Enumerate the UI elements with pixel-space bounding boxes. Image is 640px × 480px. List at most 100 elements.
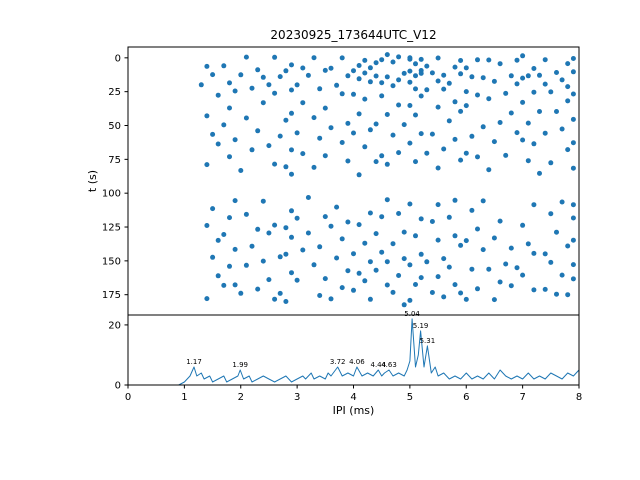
scatter-point <box>458 157 464 163</box>
x-axis-label: IPI (ms) <box>333 404 375 417</box>
y-tick-label: 25 <box>108 87 121 98</box>
y-tick-label: 175 <box>102 290 121 301</box>
scatter-point <box>322 67 328 73</box>
scatter-point <box>559 126 565 132</box>
scatter-point <box>452 233 458 239</box>
scatter-point <box>345 158 351 164</box>
scatter-point <box>435 237 441 243</box>
scatter-point <box>396 211 402 216</box>
scatter-point <box>407 262 413 268</box>
ipi-count-line <box>128 318 580 386</box>
scatter-point <box>463 65 469 71</box>
scatter-point <box>367 259 373 265</box>
scatter-point <box>570 56 576 61</box>
scatter-point <box>300 100 306 106</box>
peak-label: 4.44 <box>371 361 387 369</box>
scatter-point <box>418 216 424 222</box>
scatter-point <box>508 245 514 251</box>
scatter-point <box>334 204 340 210</box>
scatter-point <box>424 87 430 93</box>
scatter-point <box>480 75 486 81</box>
scatter-point <box>480 247 486 253</box>
scatter-point <box>379 93 385 99</box>
scatter-point <box>542 251 548 257</box>
scatter-point <box>486 57 492 63</box>
scatter-point <box>215 141 221 147</box>
scatter-point <box>520 75 526 81</box>
scatter-point <box>418 56 424 62</box>
scatter-point <box>362 144 368 150</box>
scatter-point <box>221 63 227 69</box>
scatter-point <box>441 146 447 152</box>
scatter-plot-area <box>127 46 580 316</box>
scatter-point <box>446 264 452 270</box>
scatter-point <box>294 82 300 88</box>
scatter-point <box>390 241 396 247</box>
scatter-point <box>266 143 272 149</box>
scatter-point <box>322 214 328 220</box>
scatter-point <box>311 55 317 61</box>
scatter-point <box>277 254 283 260</box>
scatter-point <box>407 297 413 303</box>
scatter-point <box>300 151 306 157</box>
scatter-point <box>491 139 497 145</box>
scatter-point <box>328 65 334 71</box>
scatter-point <box>452 136 458 142</box>
scatter-point <box>351 68 356 74</box>
scatter-point <box>356 63 362 68</box>
scatter-point <box>345 268 351 274</box>
scatter-point <box>480 198 486 204</box>
scatter-point <box>401 70 407 76</box>
peak-label: 4.06 <box>349 358 365 366</box>
peak-label: 1.99 <box>232 361 248 369</box>
scatter-point <box>289 208 294 214</box>
scatter-point <box>317 244 323 250</box>
scatter-point <box>542 81 548 87</box>
scatter-point <box>272 90 278 96</box>
x-tick-label: 5 <box>407 392 413 403</box>
scatter-point <box>491 297 497 303</box>
scatter-point <box>401 122 407 128</box>
scatter-point <box>548 259 554 265</box>
scatter-point <box>407 68 413 74</box>
scatter-point <box>322 276 328 282</box>
y-tick-label: 150 <box>102 256 121 267</box>
scatter-point <box>334 255 340 261</box>
peak-label: 1.17 <box>186 358 202 366</box>
scatter-point <box>227 105 232 111</box>
peak-annotations: 1.17 1.99 3.72 4.06 4.444.63 5.04 5.19 5.31 <box>186 310 435 369</box>
scatter-point <box>401 229 407 235</box>
scatter-point <box>458 242 464 248</box>
scatter-point <box>565 61 571 67</box>
scatter-point <box>525 158 531 164</box>
scatter-point <box>469 74 475 80</box>
scatter-point <box>559 77 565 83</box>
scatter-point <box>520 222 526 228</box>
scatter-point <box>396 54 402 60</box>
scatter-point <box>407 103 413 108</box>
scatter-point <box>345 120 351 126</box>
x-tick-label: 8 <box>576 392 582 403</box>
scatter-point <box>452 99 458 105</box>
scatter-point <box>294 130 300 136</box>
scatter-point <box>379 153 385 159</box>
scatter-point <box>232 88 238 94</box>
scatter-point <box>255 226 261 232</box>
scatter-point <box>384 112 390 117</box>
scatter-point <box>221 232 227 237</box>
scatter-point <box>356 222 362 228</box>
scatter-point <box>390 83 396 89</box>
peak-label: 5.31 <box>420 337 436 345</box>
scatter-point <box>435 55 441 61</box>
scatter-point <box>554 109 559 114</box>
scatter-point <box>210 206 216 212</box>
scatter-point <box>542 130 548 136</box>
scatter-point <box>294 215 300 221</box>
scatter-point <box>198 82 204 88</box>
scatter-point <box>339 140 345 145</box>
scatter-point <box>227 263 232 269</box>
scatter-point <box>379 80 385 86</box>
scatter-point <box>255 286 261 292</box>
scatter-point <box>362 57 368 63</box>
scatter-point <box>503 90 509 96</box>
